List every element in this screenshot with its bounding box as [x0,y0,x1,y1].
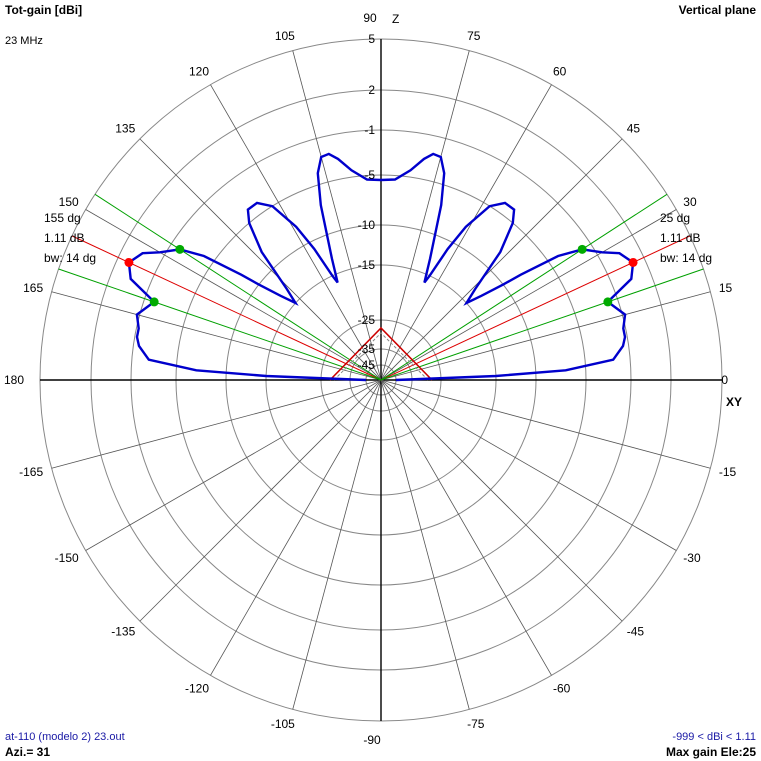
max-gain-elevation-readout: Max gain Ele:25 [665,745,756,759]
file-name: at-110 (modelo 2) 23.out [5,731,125,743]
angle-tick-label: 45 [627,121,641,135]
max-gain-line [380,235,691,381]
half-power-line [380,193,668,381]
max-gain-dot [628,257,638,267]
right-marker-beamwidth: bw: 14 dg [660,251,712,265]
angle-tick-label: -135 [111,625,135,639]
gain-ring-label: -5 [364,168,375,182]
half-power-line [380,268,704,381]
gain-ring-label: -35 [358,342,376,356]
angle-tick-label: 90 [363,11,377,25]
angle-tick-label: -120 [185,681,209,695]
half-power-line [58,268,382,381]
angle-tick-label: 30 [683,195,697,209]
angle-tick-label: 15 [719,281,733,295]
beam-markers [124,244,638,307]
gain-ring-label: 5 [368,32,375,46]
angle-tick-label: -45 [627,625,645,639]
radiation-pattern [127,152,635,382]
gain-ring-label: -1 [364,123,375,137]
max-gain-line [71,235,382,381]
angle-tick-label: -165 [19,465,43,479]
angle-tick-label: -75 [467,717,485,731]
antenna-element [329,326,433,381]
angle-tick-label: -105 [271,717,295,731]
angle-tick-label: -30 [683,551,701,565]
half-power-dot [603,297,613,307]
angle-tick-label: 75 [467,29,481,43]
frequency-label: 23 MHz [5,35,43,47]
half-power-dot [175,244,185,254]
angle-tick-label: 180 [4,373,24,387]
plane-title: Vertical plane [678,3,756,17]
angle-tick-label: -90 [363,733,381,747]
right-marker-gain: 1.11 dB [660,231,700,245]
angle-tick-label: 105 [275,29,295,43]
angle-tick-label: -15 [719,465,737,479]
gain-ring-label: 2 [368,83,375,97]
gain-ring-label: -45 [358,358,376,372]
gain-range-readout: -999 < dBi < 1.11 [672,731,756,743]
angle-tick-label: -150 [55,551,79,565]
antenna-element-inner [333,332,429,381]
angle-tick-label: 165 [23,281,43,295]
half-power-dot [149,297,159,307]
gain-title: Tot-gain [dBi] [5,3,83,17]
angle-tick-label: 120 [189,65,209,79]
angle-tick-label: 0 [721,373,728,387]
angle-tick-label: 135 [115,121,135,135]
xy-axis-label: XY [726,395,742,409]
angle-tick-label: 150 [59,195,79,209]
right-marker-angle: 25 dg [660,211,690,225]
left-marker-beamwidth: bw: 14 dg [44,251,96,265]
beam-lines [58,193,704,381]
gain-ring-label: -15 [358,258,376,272]
gain-labels: 5 2 -1 -5 -10 -15 -25 -35 -45 [358,32,376,372]
half-power-dot [577,244,587,254]
angle-tick-label: -60 [553,681,571,695]
azimuth-readout: Azi.= 31 [5,745,51,759]
gain-ring-label: -10 [358,218,376,232]
max-gain-dot [124,257,134,267]
angle-tick-label: 60 [553,65,567,79]
half-power-line [94,193,382,381]
angle-labels: 9075604530150-15-30-45-60-75-90-105-120-… [4,11,737,747]
antenna-sketch [329,326,433,381]
left-marker-angle: 155 dg [44,211,81,225]
z-axis-label: Z [392,12,399,26]
gain-ring-label: -25 [358,313,376,327]
left-marker-gain: 1.11 dB [44,231,84,245]
